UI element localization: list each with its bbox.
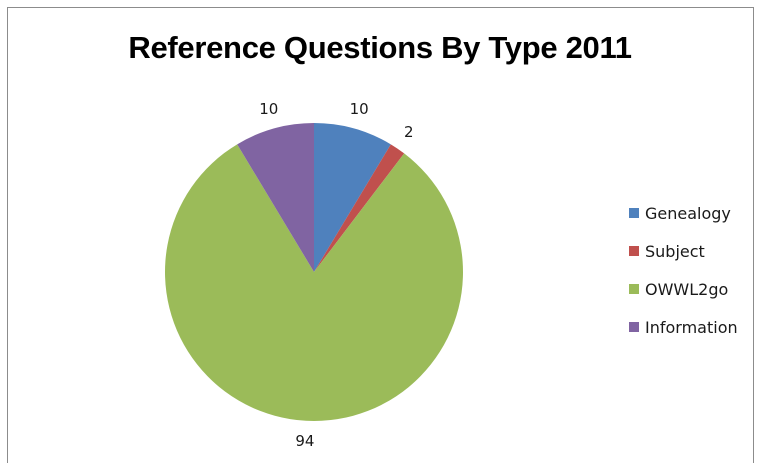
pie-slice-owwl2go (165, 144, 464, 421)
legend-label-owwl2go: OWWL2go (645, 279, 729, 299)
legend: Genealogy Subject OWWL2go Information (629, 203, 738, 355)
pie-slice-information (237, 123, 314, 272)
legend-swatch-information (629, 322, 639, 332)
chart-title: Reference Questions By Type 2011 (128, 30, 632, 65)
legend-label-subject: Subject (645, 241, 705, 261)
legend-label-information: Information (645, 317, 738, 337)
legend-label-genealogy: Genealogy (645, 203, 731, 223)
data-label-subject: 2 (404, 123, 414, 141)
legend-swatch-owwl2go (629, 284, 639, 294)
legend-swatch-genealogy (629, 208, 639, 218)
data-label-owwl2go: 94 (295, 432, 314, 450)
legend-swatch-subject (629, 246, 639, 256)
data-label-information: 10 (259, 100, 278, 118)
pie-slice-genealogy (314, 123, 391, 272)
legend-item-genealogy: Genealogy (629, 203, 738, 223)
legend-item-subject: Subject (629, 241, 738, 261)
data-label-genealogy: 10 (350, 100, 369, 118)
pie-slice-subject (314, 144, 405, 272)
legend-item-owwl2go: OWWL2go (629, 279, 738, 299)
legend-item-information: Information (629, 317, 738, 337)
